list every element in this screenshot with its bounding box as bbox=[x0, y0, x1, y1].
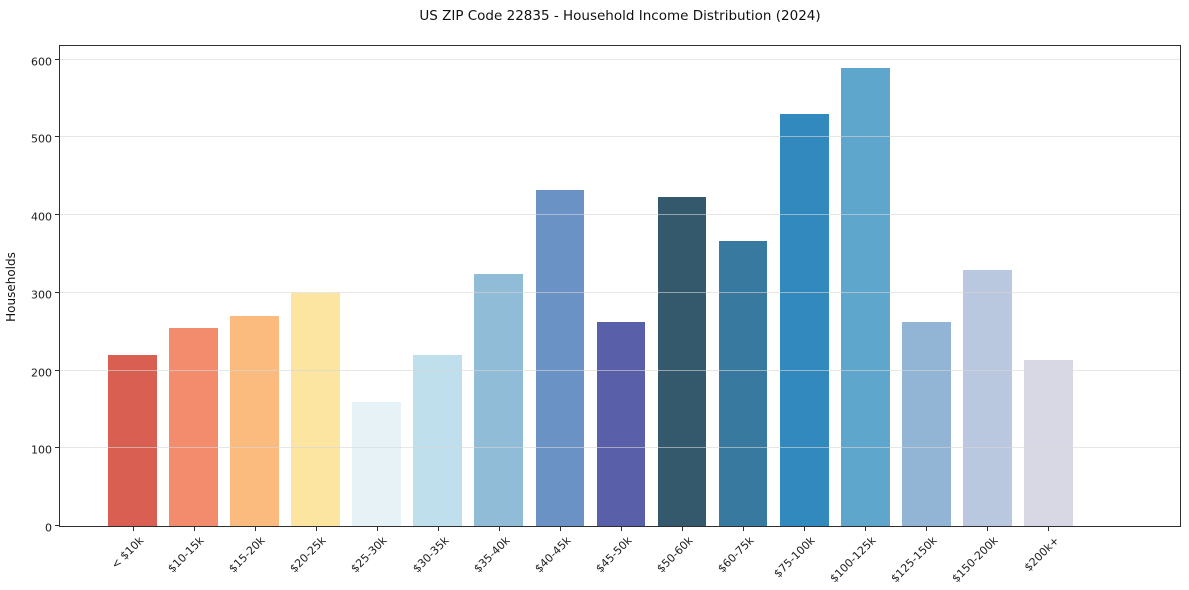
y-tick-mark-300 bbox=[55, 291, 59, 293]
y-tick-label-600: 600 bbox=[31, 55, 52, 69]
x-tick-mark-6 bbox=[498, 527, 500, 531]
x-tick-mark-14 bbox=[987, 527, 989, 531]
y-tick-label-200: 200 bbox=[31, 366, 52, 380]
bar-14-150-200k bbox=[962, 270, 1012, 526]
x-tick-label-7: $40-45k bbox=[531, 534, 574, 576]
x-tick-label-1: $10-15k bbox=[165, 534, 207, 576]
bar-1-10-15k bbox=[169, 327, 219, 526]
x-tick-mark-0 bbox=[132, 527, 134, 531]
x-tick-mark-13 bbox=[926, 527, 928, 531]
gridline-y-500 bbox=[60, 136, 1180, 138]
x-tick-label-5: $30-35k bbox=[409, 534, 452, 576]
y-tick-label-100: 100 bbox=[31, 443, 52, 457]
x-tick-mark-11 bbox=[804, 527, 806, 531]
x-tick-label-2: $15-20k bbox=[226, 534, 268, 576]
x-tick-label-6: $35-40k bbox=[470, 534, 513, 576]
gridline-y-400 bbox=[60, 214, 1180, 216]
x-tick-mark-7 bbox=[559, 527, 561, 531]
gridline-y-600 bbox=[60, 58, 1180, 60]
y-tick-label-300: 300 bbox=[31, 288, 52, 302]
bar-8-45-50k bbox=[596, 322, 646, 526]
gridline-y-300 bbox=[60, 291, 1180, 293]
bar-5-30-35k bbox=[413, 354, 463, 526]
x-tick-label-11: $75-100k bbox=[771, 534, 818, 581]
x-tick-label-10: $60-75k bbox=[715, 534, 757, 576]
bar-7-40-45k bbox=[535, 190, 585, 526]
x-tick-label-14: $150-200k bbox=[949, 534, 1001, 586]
bar-4-25-30k bbox=[352, 402, 402, 526]
x-tick-label-12: $100-125k bbox=[827, 534, 879, 586]
x-tick-mark-12 bbox=[865, 527, 867, 531]
x-tick-label-8: $45-50k bbox=[592, 534, 635, 576]
x-tick-mark-9 bbox=[682, 527, 684, 531]
bar-2-15-20k bbox=[230, 316, 280, 526]
plot-area: 0 100 200 300 400 500 600 < $10k $10-15k $15-20k… bbox=[31, 45, 1181, 585]
bar-12-100-125k bbox=[840, 68, 890, 526]
x-tick-label-13: $125-150k bbox=[888, 534, 940, 586]
bar-11-75-100k bbox=[779, 113, 829, 526]
x-tick-mark-15 bbox=[1048, 527, 1050, 531]
x-tick-mark-8 bbox=[621, 527, 622, 531]
x-tick-label-3: $20-25k bbox=[287, 534, 329, 576]
bar-13-125-150k bbox=[901, 321, 951, 526]
chart-title: US ZIP Code 22835 - Household Income Dis… bbox=[419, 8, 821, 24]
x-tick-mark-5 bbox=[437, 527, 439, 531]
y-tick-label-400: 400 bbox=[31, 210, 52, 224]
x-tick-label-15: $200k+ bbox=[1021, 534, 1062, 575]
x-tick-mark-10 bbox=[743, 527, 745, 531]
y-tick-mark-200 bbox=[55, 369, 59, 371]
y-tick-mark-600 bbox=[55, 58, 59, 60]
y-tick-label-500: 500 bbox=[31, 132, 52, 146]
y-tick-label-0: 0 bbox=[45, 521, 52, 535]
y-tick-mark-100 bbox=[55, 447, 59, 449]
x-tick-mark-3 bbox=[315, 527, 317, 531]
y-axis-label: Households bbox=[4, 252, 18, 322]
y-tick-mark-400 bbox=[55, 214, 59, 216]
x-tick-mark-4 bbox=[376, 527, 378, 531]
bar-15-200k bbox=[1023, 360, 1073, 526]
x-tick-label-4: $25-30k bbox=[348, 534, 391, 576]
bar-0-10k bbox=[108, 354, 158, 526]
bar-3-20-25k bbox=[291, 292, 341, 526]
bar-9-50-60k bbox=[657, 197, 707, 526]
x-tick-mark-2 bbox=[254, 527, 256, 531]
x-tick-label-0: < $10k bbox=[108, 534, 146, 572]
y-tick-mark-500 bbox=[55, 136, 59, 138]
x-tick-mark-1 bbox=[193, 527, 195, 531]
x-tick-label-9: $50-60k bbox=[653, 534, 696, 576]
bar-10-60-75k bbox=[718, 241, 768, 526]
bar-6-35-40k bbox=[474, 274, 524, 526]
y-tick-mark-0 bbox=[55, 525, 59, 526]
